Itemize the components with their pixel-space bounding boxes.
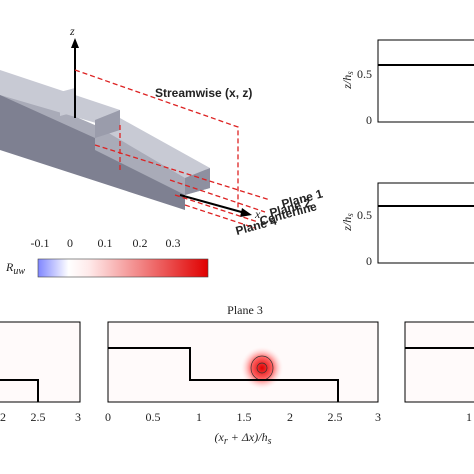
- x-tick-label: 0: [105, 410, 111, 424]
- axis-label: z: [69, 24, 75, 38]
- x-tick-label: 1.5: [237, 410, 252, 424]
- x-tick-label: 1: [196, 410, 202, 424]
- view-label: Streamwise (x, z): [155, 86, 252, 100]
- colorbar-tick-label: -0.1: [31, 236, 50, 250]
- x-tick-label: 0.5: [146, 410, 161, 424]
- x-tick-label: 3: [375, 410, 381, 424]
- panel-title: Plane 3: [227, 303, 263, 317]
- axis-label: x: [254, 207, 261, 221]
- x-tick-label: 2: [0, 410, 6, 424]
- y-axis-label: z/hs: [340, 71, 355, 90]
- panel: z/hs 0.5 0: [340, 39, 474, 127]
- colorbar-tick-label: 0.2: [133, 236, 148, 250]
- x-tick-label: 2: [287, 410, 293, 424]
- colorbar-tick-label: 0.1: [98, 236, 113, 250]
- x-tick-label: 2.5: [328, 410, 343, 424]
- y-axis-label: z/hs: [340, 213, 355, 232]
- y-tick-label: 0: [366, 113, 372, 127]
- x-tick-label: 3: [75, 410, 81, 424]
- y-tick-label: 0.5: [357, 67, 372, 81]
- panel: 1: [404, 321, 474, 424]
- sketch: z x Streamwise (x, z) Plane 1 Plane 2 Ce…: [0, 24, 325, 238]
- colorbar: Ruw -0.1 0 0.1 0.2 0.3: [5, 236, 209, 278]
- x-tick-label: 2.5: [31, 410, 46, 424]
- panel: Plane 3 0 0.5 1 1.5 2 2.5 3 (xr + Δx)/hs: [105, 303, 381, 448]
- y-tick-label: 0: [366, 254, 372, 268]
- panel: 2 2.5 3: [0, 321, 81, 424]
- colorbar-tick-label: 0: [67, 236, 73, 250]
- x-axis-label: (xr + Δx)/hs: [215, 430, 272, 448]
- colorbar-label: Ruw: [5, 260, 25, 278]
- x-tick-label: 1: [466, 410, 472, 424]
- colorbar-tick-label: 0.3: [166, 236, 181, 250]
- y-tick-label: 0.5: [357, 208, 372, 222]
- panel: z/hs 0.5 0: [340, 182, 474, 268]
